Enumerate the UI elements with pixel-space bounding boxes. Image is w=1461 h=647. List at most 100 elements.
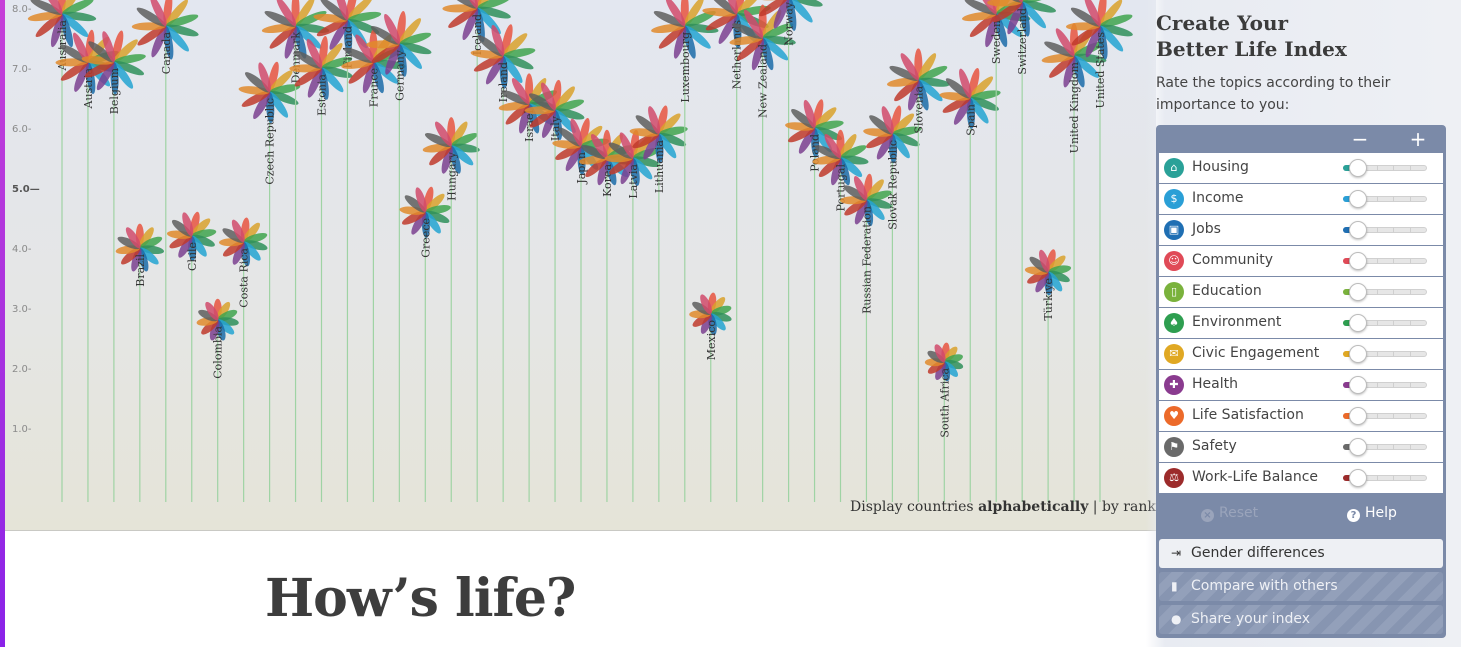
slider-knob[interactable] [1349, 376, 1367, 394]
flower-petal [554, 86, 575, 111]
country-flower[interactable]: Spain [939, 67, 1001, 502]
country-flower[interactable]: Norway [753, 0, 824, 502]
flower-petal [824, 133, 842, 159]
reset-button[interactable]: × Reset [1201, 505, 1258, 522]
flower-petal [294, 0, 315, 27]
slider-knob[interactable] [1349, 345, 1367, 363]
country-flower[interactable]: Germany [366, 11, 432, 502]
flower-petal [969, 97, 989, 124]
gender-differences-button[interactable]: ⇥ Gender differences [1159, 539, 1443, 568]
topic-slider[interactable] [1343, 283, 1427, 301]
slider-knob[interactable] [1349, 314, 1367, 332]
country-flower[interactable]: Luxembourg [651, 0, 719, 502]
flower-petal [113, 54, 146, 64]
topic-slider[interactable] [1343, 438, 1427, 456]
country-flower[interactable]: Ireland [470, 23, 536, 502]
slider-knob[interactable] [1349, 438, 1367, 456]
slider-knob[interactable] [1349, 159, 1367, 177]
topic-slider[interactable] [1343, 407, 1427, 425]
country-flower[interactable]: Greece [399, 186, 451, 502]
flower-petal [658, 25, 686, 49]
topic-slider[interactable] [1343, 376, 1427, 394]
country-label: Estonia [316, 74, 329, 116]
flower-petal [1055, 28, 1075, 57]
country-flower[interactable]: Estonia [289, 36, 353, 502]
country-flower[interactable]: Canada [131, 0, 200, 502]
flower-petal [347, 19, 380, 34]
country-flower[interactable]: Slovenia [886, 48, 950, 502]
flower-petal [735, 0, 747, 15]
flower-petal [853, 176, 868, 201]
sort-by-rank-link[interactable]: by rank [1101, 499, 1156, 515]
country-flower[interactable]: Colombia [196, 298, 239, 502]
country-flower[interactable]: Costa Rica [218, 217, 269, 502]
share-button[interactable]: ● Share your index [1159, 605, 1443, 634]
country-flower[interactable]: Belgium [81, 30, 146, 502]
flower-petal [60, 13, 74, 48]
sort-alphabetically-link[interactable]: alphabetically [978, 499, 1089, 515]
country-flower[interactable]: Türkiye [1024, 248, 1072, 502]
flower-petal [892, 132, 920, 147]
country-flower[interactable]: South Africa [924, 342, 964, 502]
country-flower[interactable]: Switzerland [987, 0, 1057, 502]
country-flower[interactable]: Lithuania [629, 105, 688, 502]
y-tick-label: 6.0- [12, 124, 32, 135]
topic-slider[interactable] [1343, 159, 1427, 177]
topic-row: ▯ Education [1159, 277, 1443, 307]
slider-knob[interactable] [1349, 407, 1367, 425]
topic-slider[interactable] [1343, 221, 1427, 239]
flower-petal [321, 42, 343, 69]
country-flower[interactable]: Czech Republic [238, 61, 301, 502]
slider-knob[interactable] [1349, 190, 1367, 208]
flower-petal [889, 65, 919, 81]
flower-petal [1063, 55, 1076, 88]
flower-petal [658, 113, 681, 135]
flower-petal [969, 76, 994, 99]
compare-button[interactable]: ▮ Compare with others [1159, 572, 1443, 601]
country-flower[interactable]: Slovak Republic [863, 105, 922, 502]
country-flower[interactable]: Australia [27, 0, 97, 502]
flower-petal [462, 7, 479, 41]
slider-knob[interactable] [1349, 221, 1367, 239]
country-flower[interactable]: Iceland [442, 0, 512, 502]
flower-petal [171, 219, 193, 237]
flower-petal [658, 133, 677, 159]
country-label: Hungary [445, 151, 458, 201]
plus-button[interactable]: + [1409, 127, 1427, 151]
country-flower[interactable]: Hungary [422, 117, 480, 502]
flower-petal [970, 96, 999, 111]
country-flower[interactable]: Russian Federation [839, 173, 893, 502]
sort-options: Display countries alphabetically | by ra… [850, 499, 1156, 515]
flower-petal [425, 210, 450, 224]
flower-petal [1021, 1, 1047, 29]
sort-prefix: Display countries [850, 499, 974, 515]
slider-knob[interactable] [1349, 283, 1367, 301]
country-flower[interactable]: Mexico [689, 292, 732, 502]
country-flower[interactable]: Chile [166, 211, 217, 502]
minus-button[interactable]: − [1351, 127, 1369, 151]
flower-petal [163, 25, 174, 60]
flower-petal [1099, 14, 1133, 28]
flower-petal [321, 56, 353, 70]
flower-petal [705, 13, 737, 31]
help-button[interactable]: ? Help [1347, 505, 1397, 522]
slider-knob[interactable] [1349, 469, 1367, 487]
topic-slider[interactable] [1343, 469, 1427, 487]
country-flower[interactable]: Italy [524, 79, 586, 502]
country-flower[interactable]: Brazil [115, 223, 165, 502]
topic-slider[interactable] [1343, 252, 1427, 270]
slider-knob[interactable] [1349, 252, 1367, 270]
country-flower[interactable]: United Kingdom [1041, 23, 1107, 502]
flower-petal [995, 0, 1016, 15]
topic-slider[interactable] [1343, 314, 1427, 332]
topic-label: Civic Engagement [1192, 345, 1320, 361]
flower-petal [347, 0, 373, 21]
country-flower[interactable]: United States [1065, 0, 1134, 502]
topic-slider[interactable] [1343, 190, 1427, 208]
flower-petal [269, 25, 296, 49]
country-flower[interactable]: Finland [313, 0, 382, 502]
topic-slider[interactable] [1343, 345, 1427, 363]
flower-petal [306, 38, 323, 69]
flower-petal [491, 24, 505, 57]
flower-petal [276, 0, 297, 27]
